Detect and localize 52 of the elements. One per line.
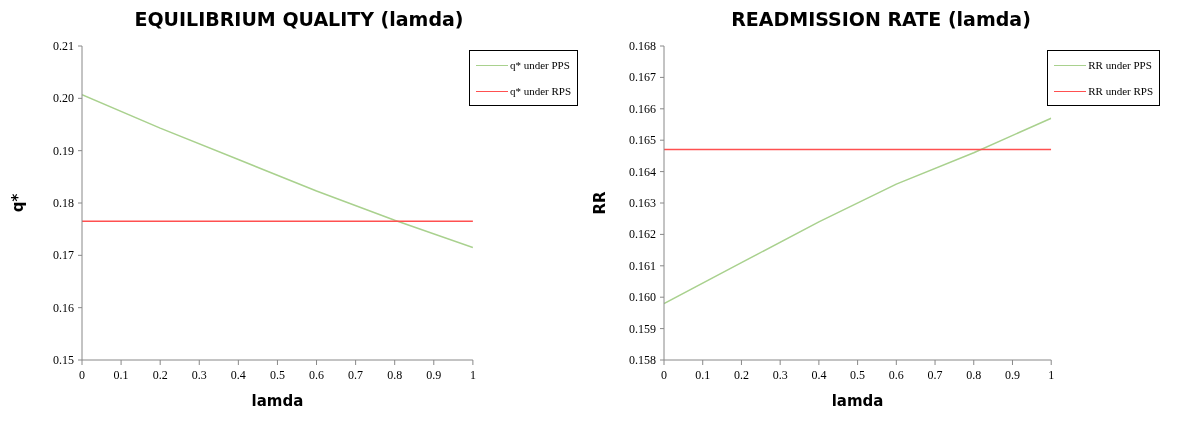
x-tick-label: 0.5 bbox=[269, 368, 285, 382]
x-tick-label: 0.4 bbox=[811, 368, 827, 382]
y-tick-label: 0.19 bbox=[53, 143, 74, 158]
y-tick-label: 0.159 bbox=[629, 321, 656, 336]
x-tick-label: 0 bbox=[79, 368, 85, 382]
y-tick-label: 0.166 bbox=[629, 101, 656, 116]
y-tick-label: 0.163 bbox=[629, 196, 656, 210]
y-tick-label: 0.18 bbox=[53, 196, 74, 210]
x-tick-label: 1 bbox=[1048, 368, 1055, 382]
x-tick-label: 0.3 bbox=[772, 368, 788, 382]
y-tick-label: 0.162 bbox=[629, 227, 656, 242]
x-tick-label: 0.7 bbox=[348, 368, 364, 382]
x-tick-label: 1 bbox=[469, 368, 476, 382]
y-tick-label: 0.17 bbox=[53, 248, 74, 263]
y-tick-label: 0.20 bbox=[53, 91, 74, 106]
x-axis-title: lamda bbox=[831, 392, 884, 410]
y-tick-label: 0.16 bbox=[53, 300, 74, 315]
x-tick-label: 0.1 bbox=[113, 368, 129, 382]
x-tick-label: 0.6 bbox=[309, 368, 325, 382]
legend-label: q* under RPS bbox=[509, 85, 571, 97]
y-tick-label: 0.158 bbox=[629, 353, 656, 367]
y-tick-label: 0.160 bbox=[629, 290, 656, 305]
legend-label: RR under PPS bbox=[1088, 59, 1152, 71]
x-tick-label: 0.1 bbox=[695, 368, 711, 382]
chart-title: EQUILIBRIUM QUALITY (lamda) bbox=[133, 8, 465, 32]
legend-label: q* under PPS bbox=[509, 59, 570, 71]
x-tick-label: 0.8 bbox=[387, 368, 403, 382]
x-tick-label: 0.2 bbox=[152, 368, 168, 382]
line-series bbox=[664, 117, 1052, 305]
x-tick-label: 0.5 bbox=[850, 368, 866, 382]
x-tick-label: 0.4 bbox=[230, 368, 246, 382]
y-tick-label: 0.161 bbox=[629, 258, 656, 273]
y-tick-label: 0.167 bbox=[629, 70, 656, 85]
y-tick-label: 0.21 bbox=[53, 39, 74, 53]
x-tick-label: 0.2 bbox=[733, 368, 749, 382]
x-tick-label: 0.3 bbox=[191, 368, 207, 382]
chart-title: READMISSION RATE (lamda) bbox=[730, 8, 1032, 32]
y-tick-label: 0.165 bbox=[629, 133, 656, 148]
x-axis-title: lamda bbox=[251, 392, 304, 410]
y-axis-title: q* bbox=[9, 193, 28, 213]
x-tick-label: 0.9 bbox=[426, 368, 442, 382]
y-axis-title: RR bbox=[591, 191, 610, 215]
x-tick-label: 0 bbox=[661, 368, 667, 382]
x-tick-label: 0.7 bbox=[927, 368, 943, 382]
y-tick-label: 0.164 bbox=[629, 164, 656, 179]
x-tick-label: 0.6 bbox=[888, 368, 904, 382]
x-tick-label: 0.8 bbox=[966, 368, 982, 382]
x-tick-label: 0.9 bbox=[1004, 368, 1020, 382]
line-series bbox=[82, 93, 473, 249]
y-tick-label: 0.168 bbox=[629, 39, 656, 53]
y-tick-label: 0.15 bbox=[53, 353, 74, 367]
legend-label: RR under RPS bbox=[1088, 85, 1153, 97]
